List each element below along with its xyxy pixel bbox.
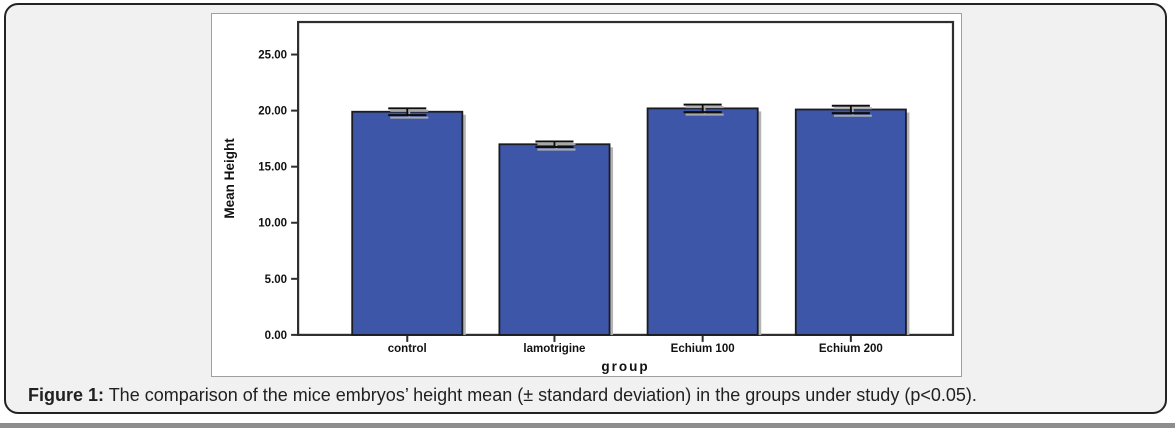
figure-card: 0.00 5.00 10.00 15.00 20.00 25.00 Mean Height c…: [4, 3, 1167, 414]
bar-lamotrigine: [498, 143, 611, 336]
figure-caption-text: The comparison of the mice embryos’ heig…: [104, 385, 977, 405]
x-tick-label: lamotrigine: [523, 343, 586, 355]
y-tick-label: 25.00: [258, 50, 287, 62]
x-tick-label: Echium 200: [819, 343, 883, 355]
bar-echium-200: [794, 108, 907, 336]
figure-caption: Figure 1: The comparison of the mice emb…: [28, 384, 1138, 406]
y-tick-label: 5.00: [265, 274, 287, 286]
bar-control: [351, 110, 464, 336]
y-tick-label: 10.00: [258, 218, 287, 230]
x-tick-label: control: [388, 343, 427, 355]
bar-echium-100: [646, 107, 759, 336]
bar-chart: 0.00 5.00 10.00 15.00 20.00 25.00 Mean Height c…: [222, 20, 955, 374]
x-axis-title: group: [601, 359, 649, 374]
chart-panel: 0.00 5.00 10.00 15.00 20.00 25.00 Mean Height c…: [211, 13, 962, 377]
bottom-divider: [0, 423, 1175, 428]
y-tick-label: 20.00: [258, 106, 287, 118]
figure-caption-label: Figure 1:: [28, 385, 105, 405]
x-tick-label: Echium 100: [671, 343, 735, 355]
y-tick-label: 0.00: [265, 330, 287, 342]
y-tick-label: 15.00: [258, 162, 287, 174]
y-axis-title: Mean Height: [222, 138, 237, 219]
